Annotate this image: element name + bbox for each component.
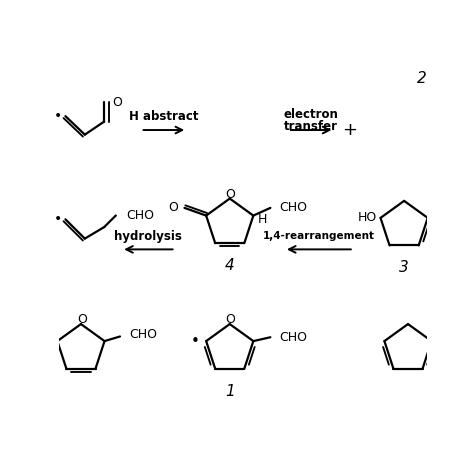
Text: •: • (54, 212, 63, 227)
Text: 2: 2 (417, 71, 427, 86)
Text: O: O (225, 188, 235, 201)
Text: HO: HO (357, 211, 377, 224)
Text: electron: electron (283, 108, 338, 121)
Text: +: + (342, 121, 357, 139)
Text: H: H (258, 213, 267, 227)
Text: 4: 4 (225, 258, 235, 273)
Text: CHO: CHO (280, 331, 308, 344)
Text: hydrolysis: hydrolysis (114, 230, 182, 243)
Text: O: O (168, 201, 178, 214)
Text: •: • (191, 334, 200, 348)
Text: 1,4-rearrangement: 1,4-rearrangement (263, 231, 375, 241)
Text: transfer: transfer (284, 119, 338, 133)
Text: CHO: CHO (126, 209, 154, 222)
Text: O: O (225, 313, 235, 326)
Text: H abstract: H abstract (129, 110, 199, 123)
Text: •: • (54, 109, 63, 123)
Text: O: O (112, 96, 122, 109)
Text: 3: 3 (399, 260, 409, 275)
Text: 1: 1 (225, 383, 235, 399)
Text: CHO: CHO (280, 201, 308, 214)
Text: O: O (78, 313, 87, 326)
Text: CHO: CHO (129, 328, 157, 341)
